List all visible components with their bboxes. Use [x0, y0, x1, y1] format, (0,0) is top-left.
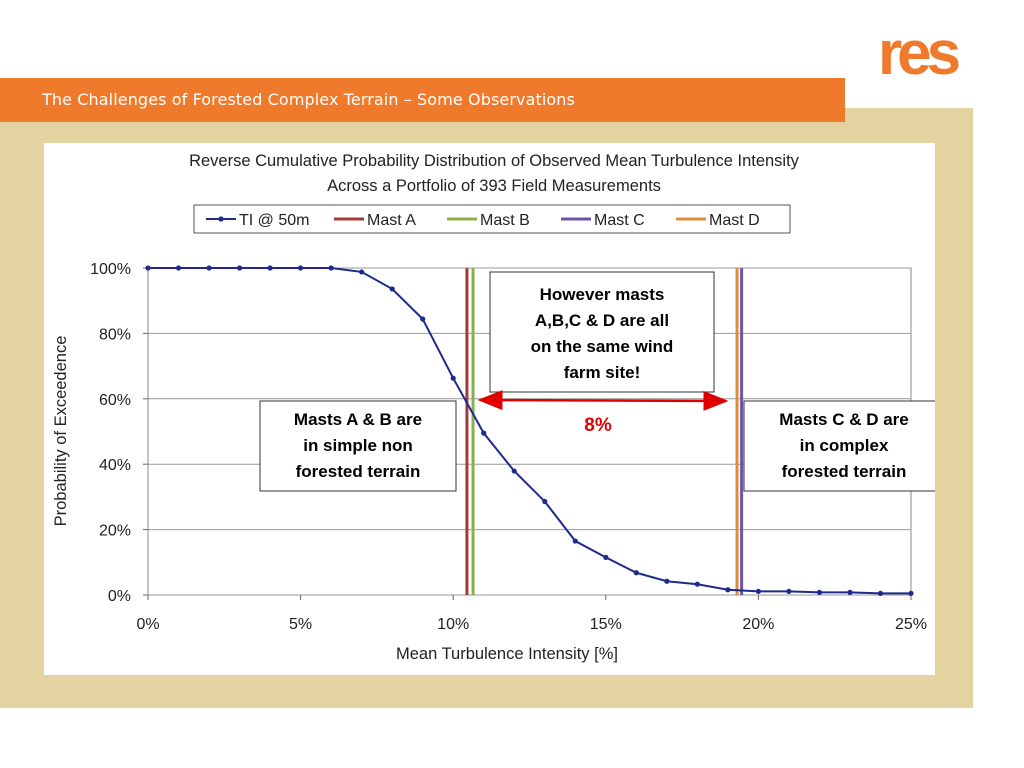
- legend-label-ti-50m: TI @ 50m: [239, 212, 309, 229]
- y-axis-label: Probability of Exceedence: [52, 336, 70, 527]
- y-tick-label: 80%: [99, 326, 131, 343]
- x-tick-label: 10%: [437, 616, 469, 633]
- annotation-top-line-1: However masts: [540, 285, 665, 304]
- annotation-right-line-1: Masts C & D are: [779, 410, 908, 429]
- data-point: [816, 589, 823, 595]
- annotation-top-line-2: A,B,C & D are all: [535, 311, 669, 330]
- data-point: [328, 265, 334, 271]
- data-point: [145, 265, 151, 271]
- difference-label: 8%: [584, 415, 612, 436]
- data-point: [603, 554, 609, 560]
- annotation-left-box: [259, 400, 457, 492]
- data-point: [694, 581, 700, 587]
- data-point: [175, 265, 182, 271]
- y-tick-label: 100%: [90, 261, 131, 278]
- data-point: [359, 269, 365, 275]
- data-point: [664, 578, 670, 584]
- x-tick-label: 20%: [742, 616, 774, 633]
- x-tick-label: 0%: [136, 616, 159, 633]
- data-point: [236, 265, 243, 271]
- y-axis-ticks: 0% 20% 40% 60% 80% 100%: [90, 261, 148, 605]
- data-point: [786, 588, 792, 595]
- chart: Reverse Cumulative Probability Distribut…: [52, 152, 935, 663]
- legend-label-mast-c: Mast C: [594, 212, 645, 229]
- series-ti-50m: [145, 265, 914, 596]
- annotation-top-line-3: on the same wind: [531, 337, 674, 356]
- data-point: [542, 498, 548, 505]
- data-point: [908, 590, 914, 596]
- x-tick-label: 25%: [895, 616, 927, 633]
- annotation-right-line-3: forested terrain: [782, 462, 907, 481]
- res-logo: res: [878, 24, 964, 84]
- mast-lines: [465, 268, 744, 595]
- data-point: [481, 430, 487, 436]
- legend-label-mast-b: Mast B: [480, 212, 530, 229]
- data-point: [298, 265, 304, 271]
- chart-panel: Reverse Cumulative Probability Distribut…: [44, 143, 935, 675]
- data-point: [450, 375, 456, 381]
- annotation-top-box: [489, 271, 715, 393]
- data-point: [633, 570, 639, 576]
- y-tick-label: 40%: [99, 457, 131, 474]
- legend: TI @ 50m Mast A Mast B Mast C Mast D: [206, 212, 760, 229]
- logo-text: res: [878, 24, 959, 84]
- annotation-right-line-2: in complex: [800, 436, 889, 455]
- y-tick-label: 60%: [99, 392, 131, 409]
- data-point: [389, 286, 395, 292]
- annotation-left-line-3: forested terrain: [296, 462, 421, 481]
- series-line: [148, 267, 911, 595]
- data-point: [755, 588, 762, 595]
- data-point: [511, 468, 517, 474]
- legend-label-mast-a: Mast A: [367, 212, 416, 229]
- x-axis-label: Mean Turbulence Intensity [%]: [396, 645, 618, 663]
- y-tick-label: 0%: [108, 588, 131, 605]
- x-tick-label: 15%: [590, 616, 622, 633]
- annotation-right-box: [743, 400, 935, 492]
- data-point: [267, 265, 273, 271]
- chart-subtitle: Across a Portfolio of 393 Field Measurem…: [327, 177, 661, 195]
- data-point: [725, 587, 731, 593]
- data-point: [206, 265, 212, 271]
- annotation-left-line-1: Masts A & B are: [294, 410, 422, 429]
- difference-arrow: [477, 390, 729, 411]
- data-point: [847, 589, 853, 595]
- chart-title: Reverse Cumulative Probability Distribut…: [189, 152, 800, 170]
- header-bar: [0, 78, 845, 122]
- y-tick-label: 20%: [99, 523, 131, 540]
- legend-marker: [218, 216, 224, 222]
- data-point: [877, 590, 884, 596]
- data-point: [572, 538, 578, 544]
- legend-label-mast-d: Mast D: [709, 212, 760, 229]
- page-title: The Challenges of Forested Complex Terra…: [42, 90, 575, 109]
- data-point: [420, 316, 426, 322]
- annotation-left-line-2: in simple non: [303, 436, 413, 455]
- x-axis-ticks: 0% 5% 10% 15% 20% 25%: [136, 595, 927, 633]
- annotation-top-line-4: farm site!: [564, 363, 641, 382]
- x-tick-label: 5%: [289, 616, 312, 633]
